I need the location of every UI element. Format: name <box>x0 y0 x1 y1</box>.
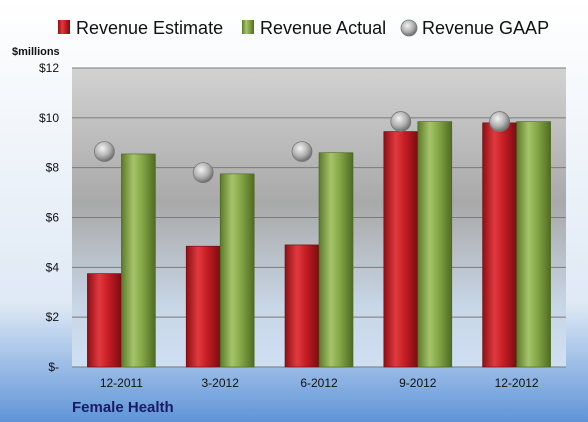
legend-label-actual: Revenue Actual <box>260 18 386 38</box>
legend-marker-gaap <box>400 19 418 37</box>
bar-actual <box>219 173 255 368</box>
x-axis-ticks: 12-2011 3-2012 6-2012 9-2012 12-2012 <box>100 376 539 390</box>
y-axis-ticks: $- $2 $4 $6 $8 $10 $12 <box>39 61 59 374</box>
legend-swatch-estimate <box>58 20 70 34</box>
bar-actual <box>121 153 156 368</box>
bar-estimate <box>284 244 320 368</box>
gaap-marker <box>390 111 412 132</box>
x-tick-label: 9-2012 <box>399 376 437 390</box>
gaap-marker <box>291 141 313 162</box>
y-tick-label: $8 <box>46 161 60 175</box>
bar-estimate <box>185 245 221 368</box>
y-tick-label: $2 <box>46 310 60 324</box>
gaap-marker <box>489 111 511 132</box>
y-tick-label: $6 <box>46 211 60 225</box>
unit-label: $millions <box>12 46 60 58</box>
bar-estimate <box>87 273 122 368</box>
bar-actual <box>318 152 354 368</box>
gaap-marker <box>192 162 214 184</box>
bar-actual <box>516 121 551 368</box>
x-tick-label: 12-2012 <box>495 376 539 390</box>
x-tick-label: 12-2011 <box>100 376 143 390</box>
y-tick-label: $12 <box>39 61 59 75</box>
bar-estimate <box>482 122 517 368</box>
gaap-marker <box>94 141 115 162</box>
legend: Revenue Estimate Revenue Actual Revenue … <box>58 18 549 38</box>
x-tick-label: 6-2012 <box>300 376 338 390</box>
y-tick-label: $4 <box>46 260 60 274</box>
x-tick-label: 3-2012 <box>202 376 240 390</box>
bar-actual <box>417 121 453 368</box>
y-tick-label: $10 <box>39 111 59 125</box>
legend-item-gaap: Revenue GAAP <box>400 18 549 38</box>
legend-item-actual: Revenue Actual <box>242 18 386 38</box>
bar-estimate <box>383 131 419 368</box>
legend-item-estimate: Revenue Estimate <box>58 18 223 38</box>
company-name: Female Health <box>72 399 174 416</box>
legend-label-estimate: Revenue Estimate <box>76 18 223 38</box>
bars <box>87 121 551 368</box>
y-tick-label: $- <box>48 360 59 374</box>
legend-swatch-actual <box>242 20 254 34</box>
legend-label-gaap: Revenue GAAP <box>422 18 549 38</box>
gaap-markers <box>94 111 511 184</box>
